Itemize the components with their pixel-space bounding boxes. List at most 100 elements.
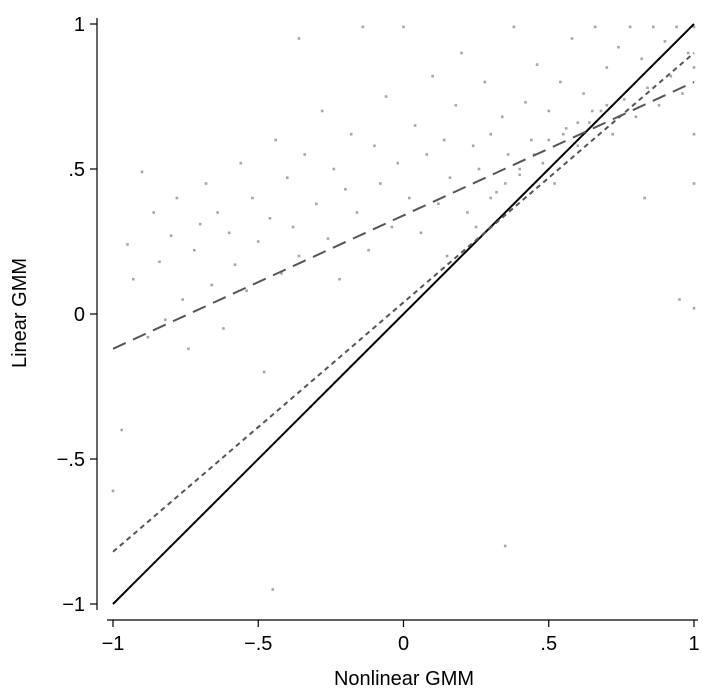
data-point	[326, 237, 330, 240]
data-point	[512, 25, 516, 29]
data-point	[634, 115, 638, 119]
x-tick-label: .5	[540, 633, 557, 655]
data-point	[111, 489, 115, 493]
data-point	[384, 95, 388, 98]
data-point	[623, 98, 626, 101]
data-point	[120, 428, 123, 432]
data-point	[256, 240, 260, 243]
data-point	[126, 243, 129, 246]
x-tick-label: 0	[398, 633, 409, 655]
y-tick-label: .5	[68, 159, 85, 181]
data-point	[643, 196, 646, 200]
data-point	[210, 283, 214, 287]
data-point	[227, 231, 231, 235]
data-point	[419, 231, 423, 235]
identity-line	[112, 23, 695, 605]
data-point	[332, 167, 336, 171]
data-point	[280, 272, 283, 275]
data-point	[562, 132, 565, 136]
data-point	[593, 25, 597, 29]
data-point	[268, 217, 272, 220]
data-point	[471, 144, 475, 148]
data-point	[338, 277, 341, 281]
data-point	[576, 144, 580, 148]
data-point	[611, 132, 614, 136]
data-point	[297, 254, 301, 258]
data-point	[692, 132, 696, 136]
y-axis-label: Linear GMM	[9, 258, 31, 368]
data-point	[599, 109, 603, 113]
data-point	[576, 121, 580, 124]
data-point	[628, 25, 632, 29]
data-point	[559, 80, 562, 84]
data-point	[582, 92, 585, 95]
data-point	[675, 25, 678, 29]
data-point	[286, 176, 289, 179]
data-point	[204, 182, 208, 185]
data-point	[198, 222, 202, 226]
data-point	[477, 167, 481, 171]
x-tick-label: 1	[688, 633, 699, 655]
data-point	[518, 167, 521, 171]
data-point	[530, 138, 533, 142]
data-point	[503, 544, 507, 548]
data-point	[605, 103, 609, 107]
data-point	[506, 153, 510, 156]
data-point	[692, 25, 696, 29]
data-point	[251, 196, 254, 200]
y-tick-label: −.5	[57, 449, 85, 471]
data-point	[547, 109, 551, 113]
data-point	[152, 211, 155, 214]
data-point	[663, 40, 667, 43]
data-point	[175, 196, 179, 200]
data-point	[355, 211, 359, 214]
data-point	[617, 45, 620, 49]
y-ticks: −1 −.5 0 .5 1	[57, 14, 97, 616]
data-point	[541, 161, 545, 165]
data-point	[564, 127, 568, 130]
x-tick-label: −1	[102, 633, 125, 655]
data-point	[291, 225, 295, 229]
data-point	[460, 51, 463, 55]
data-point	[146, 335, 150, 339]
data-point	[408, 196, 411, 200]
data-point	[466, 211, 469, 214]
data-point	[132, 277, 135, 281]
data-point	[547, 138, 551, 142]
data-point	[605, 66, 609, 69]
data-point	[483, 80, 487, 84]
data-point	[503, 182, 507, 185]
data-point	[187, 347, 190, 351]
data-point	[535, 63, 539, 66]
data-point	[669, 74, 673, 78]
data-point	[495, 190, 498, 194]
data-point	[657, 103, 661, 107]
data-point	[588, 121, 591, 124]
data-point	[169, 234, 173, 237]
data-point	[692, 66, 696, 69]
data-point	[518, 173, 521, 177]
x-tick-label: −.5	[244, 633, 272, 655]
data-point	[640, 57, 643, 61]
data-point	[373, 144, 376, 148]
data-point	[239, 161, 243, 165]
data-point	[303, 153, 306, 156]
data-point	[448, 176, 452, 179]
data-point	[262, 370, 266, 374]
data-point	[140, 170, 144, 174]
data-point	[349, 132, 353, 136]
y-tick-label: 0	[74, 304, 85, 326]
data-point	[222, 327, 225, 330]
data-point	[164, 318, 167, 322]
data-point	[344, 188, 347, 191]
data-point	[193, 248, 196, 252]
data-point	[245, 289, 248, 293]
data-point	[315, 202, 318, 206]
data-point	[570, 37, 574, 40]
y-tick-label: 1	[74, 14, 85, 36]
data-point	[652, 25, 655, 29]
data-point	[686, 51, 690, 55]
data-point	[553, 182, 556, 185]
data-point	[524, 101, 527, 104]
